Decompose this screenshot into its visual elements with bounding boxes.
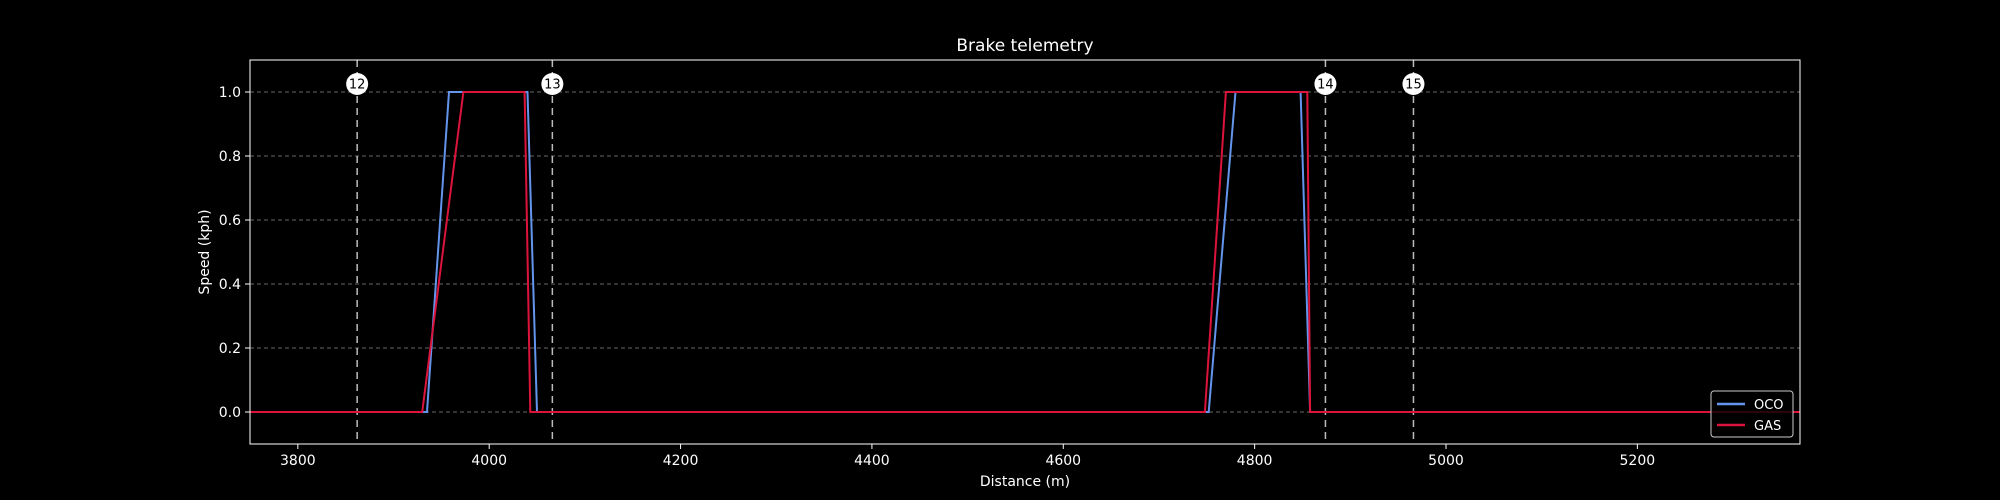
corner-badge (541, 73, 564, 95)
corner-badge (1402, 73, 1425, 95)
chart-title: Brake telemetry (956, 36, 1093, 56)
y-axis-label: Speed (kph) (197, 209, 213, 294)
x-tick-label: 4400 (854, 453, 890, 469)
legend: OCO GAS (1710, 390, 1794, 438)
y-axis-ticks: 0.0 0.2 0.4 0.6 0.8 1.0 (219, 85, 250, 421)
x-axis-label: Distance (m) (980, 474, 1070, 490)
legend-entry: GAS (1754, 419, 1781, 434)
corner-layer: 12 13 14 15 (346, 60, 1425, 444)
y-tick-label: 0.2 (219, 341, 241, 357)
y-tick-label: 0.8 (219, 149, 241, 165)
x-axis-ticks: 3800 4000 4200 4400 4600 4800 5000 5200 (280, 444, 1655, 469)
plot-frame (249, 59, 1801, 445)
corner-label: 12 (349, 78, 366, 93)
x-tick-label: 5000 (1428, 453, 1464, 469)
corner-badge (346, 73, 369, 95)
series-line-gas (250, 91, 1800, 413)
legend-entry: OCO (1754, 398, 1784, 413)
x-tick-label: 3800 (280, 453, 316, 469)
corner-label: 14 (1317, 78, 1334, 93)
y-tick-label: 0.6 (219, 213, 241, 229)
series-layer (250, 91, 1800, 413)
x-tick-label: 5200 (1620, 453, 1656, 469)
y-tick-label: 0.4 (219, 277, 241, 293)
y-tick-label: 0.0 (219, 405, 241, 421)
x-tick-label: 4000 (471, 453, 507, 469)
corner-badge (1314, 73, 1337, 95)
x-tick-label: 4600 (1045, 453, 1081, 469)
corner-label: 13 (544, 78, 561, 93)
x-tick-label: 4800 (1237, 453, 1273, 469)
x-tick-label: 4200 (663, 453, 699, 469)
y-tick-label: 1.0 (219, 85, 241, 101)
corner-label: 15 (1405, 78, 1422, 93)
